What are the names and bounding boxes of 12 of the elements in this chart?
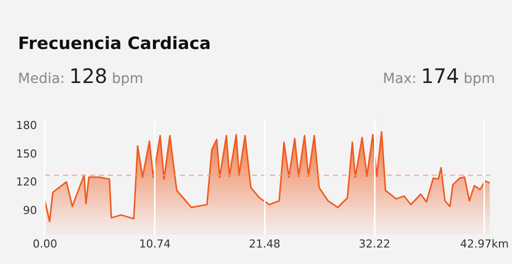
chart-title: Frecuencia Cardiaca xyxy=(18,34,211,54)
x-tick-label: 21.48 xyxy=(248,237,280,250)
x-tick-label: 42.97km xyxy=(460,237,509,250)
chart-subtitle: Media: 128 bpm xyxy=(18,64,144,88)
y-tick-label: 150 xyxy=(16,147,37,160)
y-tick-label: 180 xyxy=(16,119,37,132)
x-tick-label: 10.74 xyxy=(139,237,171,250)
y-tick-label: 90 xyxy=(22,204,37,218)
text: Max: 174 bpm xyxy=(382,64,495,88)
x-tick-label: 32.22 xyxy=(358,237,390,250)
y-tick-label: 120 xyxy=(16,176,37,189)
x-tick-label: 0.00 xyxy=(32,237,58,250)
